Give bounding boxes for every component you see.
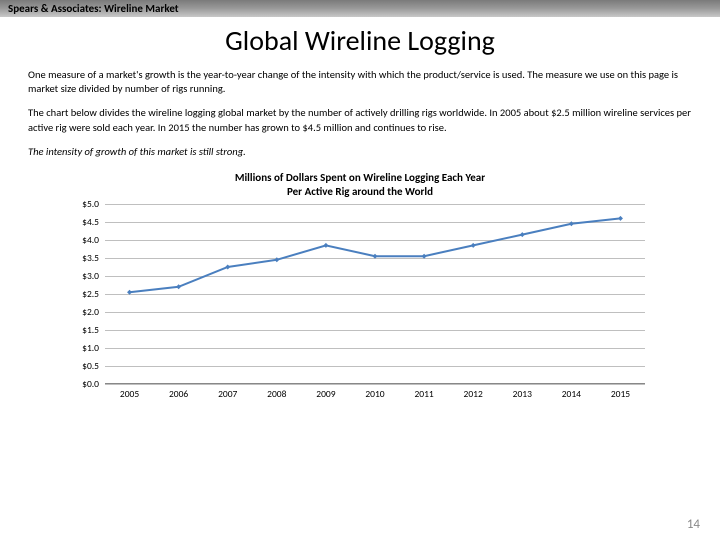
header-text: Spears & Associates: Wireline Market	[8, 2, 179, 15]
chart-y-label: $1.5	[65, 324, 99, 336]
chart-x-label: 2015	[611, 388, 630, 400]
chart-x-label: 2012	[464, 388, 483, 400]
chart-x-label: 2006	[169, 388, 188, 400]
chart-y-label: $4.5	[65, 216, 99, 228]
chart-y-label: $0.5	[65, 360, 99, 372]
closing-line: The intensity of growth of this market i…	[0, 145, 720, 159]
chart-x-label: 2014	[562, 388, 581, 400]
chart-title-line2: Per Active Rig around the World	[287, 185, 433, 198]
chart-x-label: 2005	[120, 388, 139, 400]
chart-title: Millions of Dollars Spent on Wireline Lo…	[0, 171, 720, 199]
chart-x-label: 2007	[218, 388, 237, 400]
paragraph-1: One measure of a market's growth is the …	[0, 68, 720, 96]
chart-y-label: $5.0	[65, 198, 99, 210]
chart-title-line1: Millions of Dollars Spent on Wireline Lo…	[235, 171, 485, 184]
paragraph-2: The chart below divides the wireline log…	[0, 106, 720, 134]
page-number: 14	[687, 517, 700, 532]
chart-y-label: $3.0	[65, 270, 99, 282]
chart-x-label: 2008	[267, 388, 286, 400]
page-title: Global Wireline Logging	[0, 23, 720, 58]
chart-plot-area	[105, 204, 645, 384]
header-bar: Spears & Associates: Wireline Market	[0, 0, 720, 17]
chart-y-label: $2.0	[65, 306, 99, 318]
chart-y-label: $3.5	[65, 252, 99, 264]
chart-x-label: 2011	[414, 388, 433, 400]
chart-y-label: $2.5	[65, 288, 99, 300]
chart-x-label: 2010	[365, 388, 384, 400]
chart-y-label: $4.0	[65, 234, 99, 246]
chart-series	[105, 204, 645, 384]
chart-gridline	[105, 384, 645, 385]
chart-x-label: 2013	[513, 388, 532, 400]
chart: $0.0 $0.5 $1.0 $1.5 $2.0 $2.5 $3.0 $3.5 $4.0 $4.5…	[65, 204, 655, 406]
chart-y-label: $0.0	[65, 378, 99, 390]
chart-y-label: $1.0	[65, 342, 99, 354]
chart-x-label: 2009	[316, 388, 335, 400]
